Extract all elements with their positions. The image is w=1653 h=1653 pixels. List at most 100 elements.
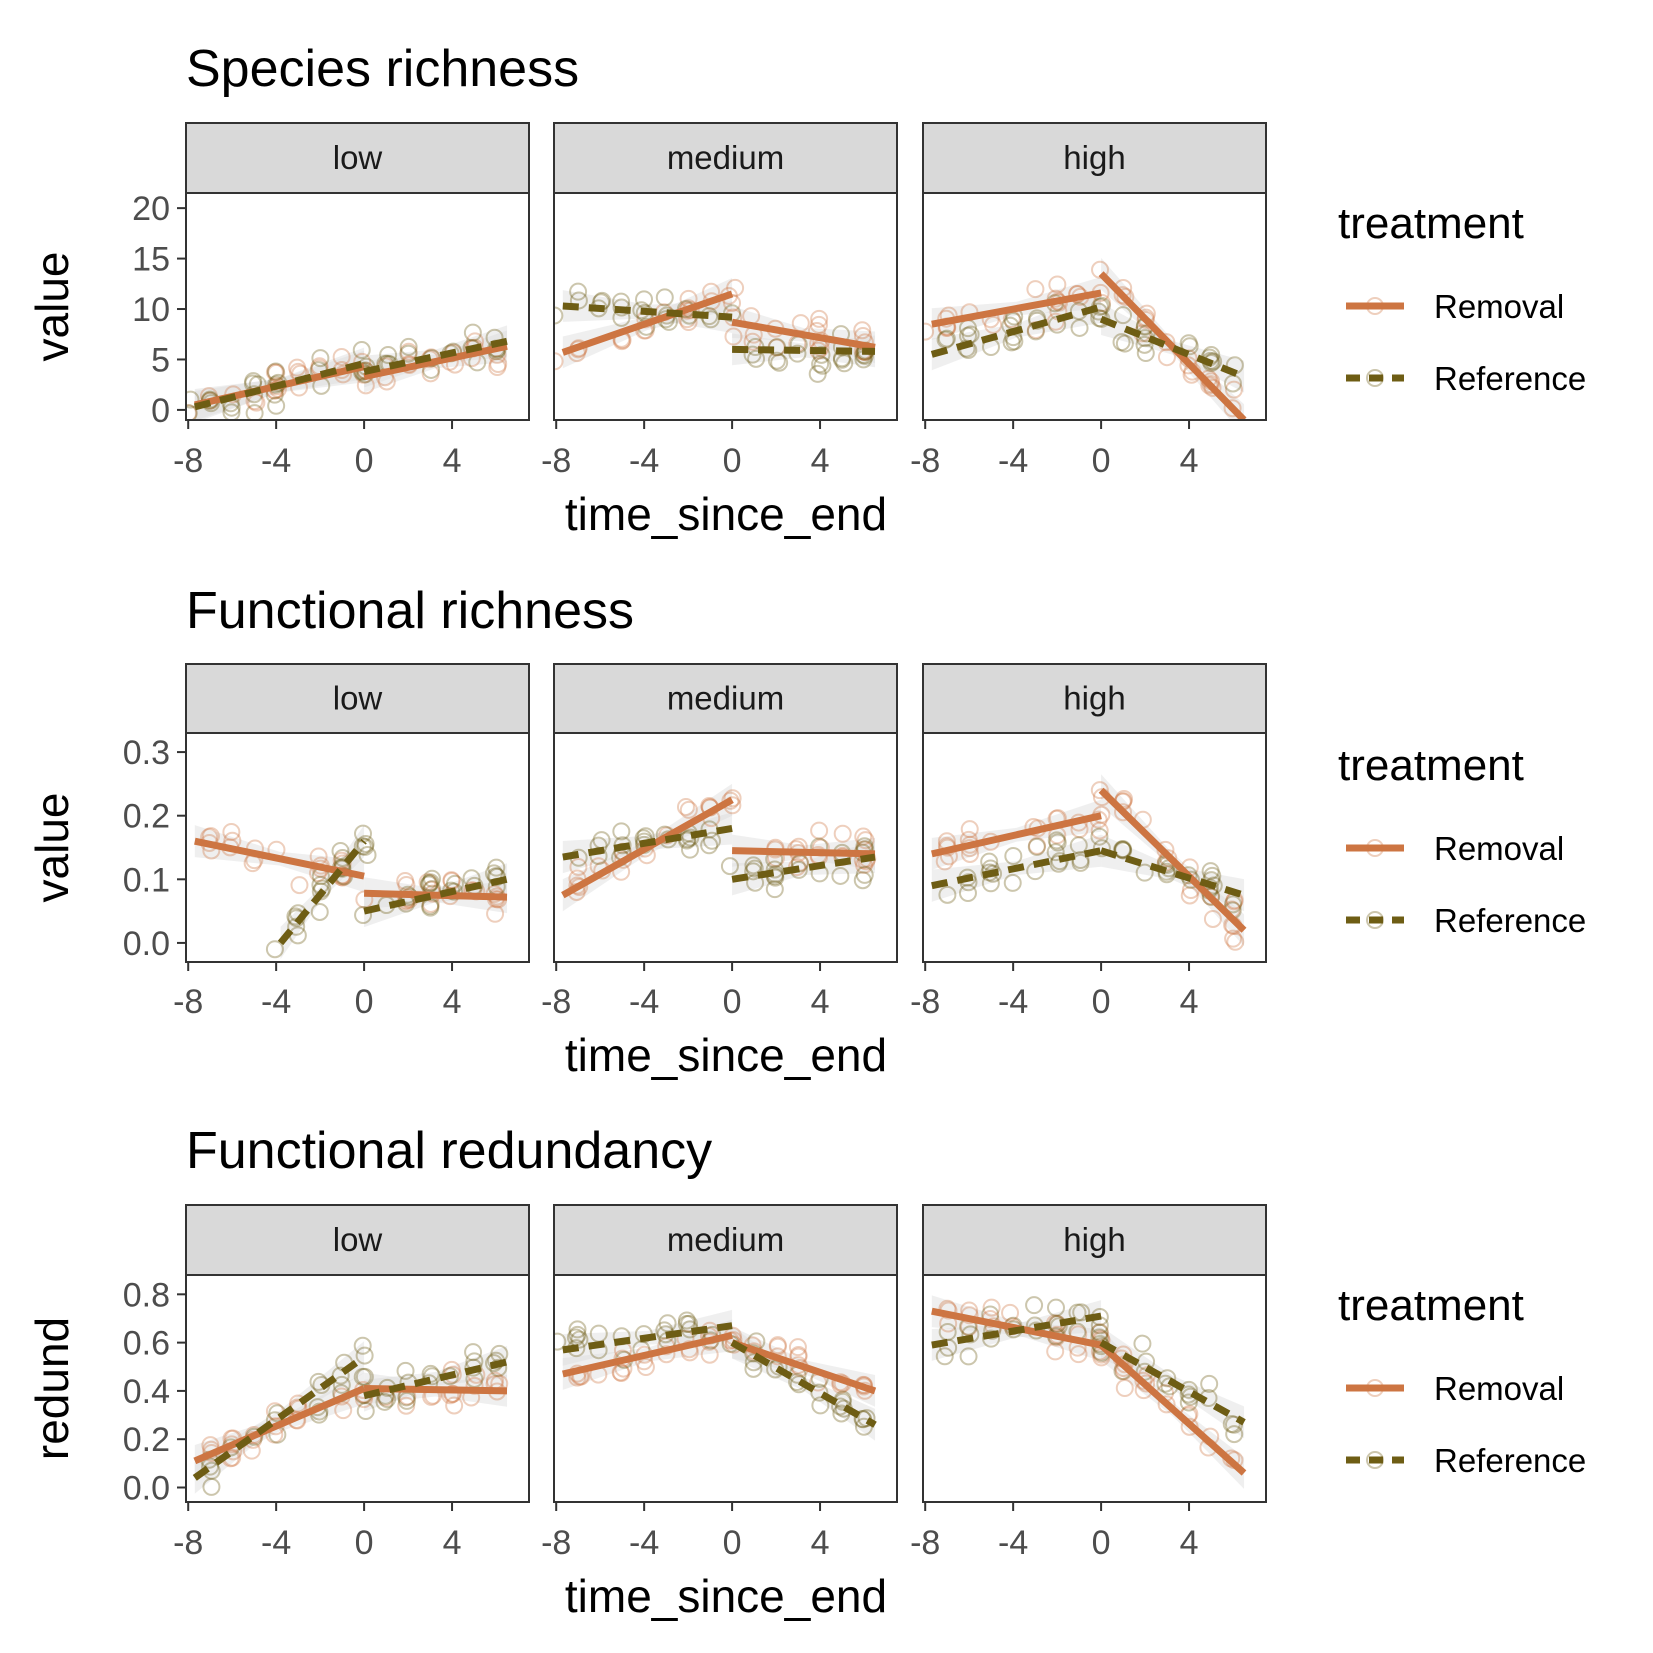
observation-point-reference bbox=[1201, 862, 1220, 881]
legend-key-point-reference bbox=[1366, 911, 1384, 929]
observation-point-removal bbox=[1179, 356, 1198, 375]
observation-point-removal bbox=[923, 322, 935, 341]
observation-point-reference bbox=[1180, 337, 1199, 356]
x-tick-label: -4 bbox=[629, 1524, 659, 1562]
legend-key-point-removal bbox=[1366, 1379, 1384, 1397]
fit-line-removal bbox=[1098, 271, 1247, 420]
facet-strip-label: high bbox=[1063, 1221, 1125, 1258]
x-axis-title: time_since_end bbox=[565, 1570, 887, 1622]
legend: treatment Removal Reference bbox=[1338, 741, 1586, 939]
observation-point-reference bbox=[354, 906, 373, 925]
observation-point-reference bbox=[1113, 840, 1132, 859]
x-tick-label: 4 bbox=[1180, 442, 1199, 480]
facet-strip-label: high bbox=[1063, 139, 1125, 176]
y-axis-title: value bbox=[26, 252, 78, 362]
fit-line-reference bbox=[277, 838, 367, 946]
fit-line-removal bbox=[731, 318, 876, 351]
chart-title: Functional richness bbox=[186, 582, 634, 640]
y-tick-label: 0.4 bbox=[123, 1373, 170, 1411]
observation-point-removal bbox=[1203, 378, 1222, 397]
observation-point-removal bbox=[856, 831, 875, 850]
observation-point-reference bbox=[935, 1347, 954, 1366]
observation-point-reference bbox=[700, 836, 719, 855]
observation-point-removal bbox=[488, 358, 507, 377]
observation-point-reference bbox=[744, 856, 763, 875]
observation-point-reference bbox=[770, 353, 789, 372]
observation-point-reference bbox=[396, 1361, 415, 1380]
observation-point-reference bbox=[853, 871, 872, 890]
observation-point-removal bbox=[443, 1384, 462, 1403]
panel-border bbox=[553, 732, 898, 963]
facet-strip-label: medium bbox=[667, 680, 784, 717]
facet-strip-label: low bbox=[333, 1221, 383, 1258]
legend-key-point-reference bbox=[1366, 1451, 1384, 1469]
facet-high: high -8 -4 0 4 bbox=[910, 1204, 1267, 1562]
observation-point-reference bbox=[747, 349, 766, 368]
panel-content bbox=[192, 1336, 509, 1496]
observation-point-removal bbox=[1115, 1379, 1134, 1398]
observation-point-removal bbox=[1091, 260, 1110, 279]
facet-high: high -8 -4 0 4 bbox=[910, 122, 1267, 480]
observation-point-reference bbox=[568, 1320, 587, 1339]
fit-line-removal bbox=[562, 1331, 733, 1378]
observation-point-removal bbox=[721, 791, 740, 810]
fit-line-removal bbox=[363, 342, 508, 381]
panel-content bbox=[923, 257, 1247, 420]
observation-point-removal bbox=[465, 1376, 484, 1395]
observation-point-reference bbox=[352, 341, 371, 360]
observation-point-removal bbox=[833, 824, 852, 843]
observation-point-removal bbox=[1159, 849, 1178, 868]
legend-title: treatment bbox=[1338, 199, 1524, 248]
observation-point-reference bbox=[746, 873, 765, 892]
facet-low: low -8 -4 0 4 bbox=[173, 663, 530, 1021]
fit-line-reference bbox=[562, 302, 733, 321]
x-tick-label: -4 bbox=[629, 442, 659, 480]
observation-point-reference bbox=[766, 868, 785, 887]
y-axis-title: redund bbox=[26, 1317, 78, 1460]
observation-point-reference bbox=[745, 859, 764, 878]
observation-point-reference bbox=[1158, 1369, 1177, 1388]
observation-point-reference bbox=[813, 356, 832, 375]
facet-strip-label: medium bbox=[667, 1221, 784, 1258]
observation-point-reference bbox=[1071, 853, 1090, 872]
observation-point-reference bbox=[1047, 831, 1066, 850]
legend-label-removal: Removal bbox=[1434, 288, 1564, 325]
fit-line-reference bbox=[730, 1339, 877, 1428]
observation-point-removal bbox=[242, 1441, 261, 1460]
observation-point-reference bbox=[1225, 1425, 1244, 1444]
observation-point-reference bbox=[265, 940, 284, 959]
x-tick-label: -4 bbox=[261, 983, 291, 1021]
observation-point-removal bbox=[766, 838, 785, 857]
facet-strip bbox=[553, 663, 898, 734]
observation-point-reference bbox=[677, 1314, 696, 1333]
panel-background bbox=[554, 733, 897, 962]
observation-point-removal bbox=[1090, 781, 1109, 800]
x-tick-label: -4 bbox=[629, 983, 659, 1021]
fit-line-removal bbox=[730, 1339, 877, 1395]
x-tick-label: -8 bbox=[910, 442, 940, 480]
observation-point-reference bbox=[938, 1322, 957, 1341]
observation-point-removal bbox=[1048, 275, 1067, 294]
observation-point-reference bbox=[353, 837, 372, 856]
observation-point-reference bbox=[1003, 873, 1022, 892]
observation-point-removal bbox=[1201, 887, 1220, 906]
y-tick-label: 15 bbox=[132, 241, 170, 279]
fit-line-reference bbox=[193, 360, 365, 411]
observation-point-reference bbox=[355, 1367, 374, 1386]
observation-point-reference bbox=[420, 874, 439, 893]
observation-point-reference bbox=[811, 355, 830, 374]
fit-line-removal bbox=[364, 889, 508, 901]
observation-point-reference bbox=[811, 1396, 830, 1415]
fit-line-reference bbox=[732, 345, 876, 355]
legend-title: treatment bbox=[1338, 741, 1524, 790]
observation-point-reference bbox=[1048, 833, 1067, 852]
fit-line-removal bbox=[931, 289, 1102, 328]
legend-label-reference: Reference bbox=[1434, 902, 1586, 939]
x-tick-label: 4 bbox=[443, 1524, 462, 1562]
observation-point-reference bbox=[356, 834, 375, 853]
observation-point-removal bbox=[982, 1298, 1001, 1317]
observation-point-reference bbox=[1136, 344, 1155, 363]
observation-point-removal bbox=[265, 363, 284, 382]
observation-point-reference bbox=[554, 1332, 567, 1351]
